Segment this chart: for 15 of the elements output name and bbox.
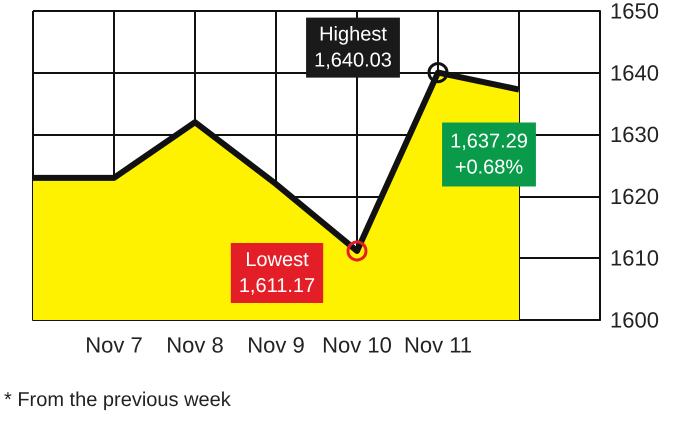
annotation: Highest 1,640.03 [314,24,392,72]
y-tick-label: 1600 [610,308,659,332]
x-tick-label: Nov 9 [247,332,305,358]
x-tick-label: Nov 8 [166,332,224,358]
x-tick-label: Nov 7 [85,332,143,358]
y-tick-label: 1650 [610,0,659,24]
y-tick-label: 1610 [610,246,659,271]
x-tick-label: Nov 10 [322,332,392,358]
y-tick-label: 1640 [610,60,659,86]
x-tick-label: Nov 11 [404,332,472,358]
annotation: 1,637.29 +0.68% [450,130,528,179]
y-tick-label: 1630 [610,122,659,148]
text: * From the previous week [4,389,232,411]
annotation: Lowest 1,611.17 [238,248,316,297]
y-tick-label: 1620 [610,184,659,209]
